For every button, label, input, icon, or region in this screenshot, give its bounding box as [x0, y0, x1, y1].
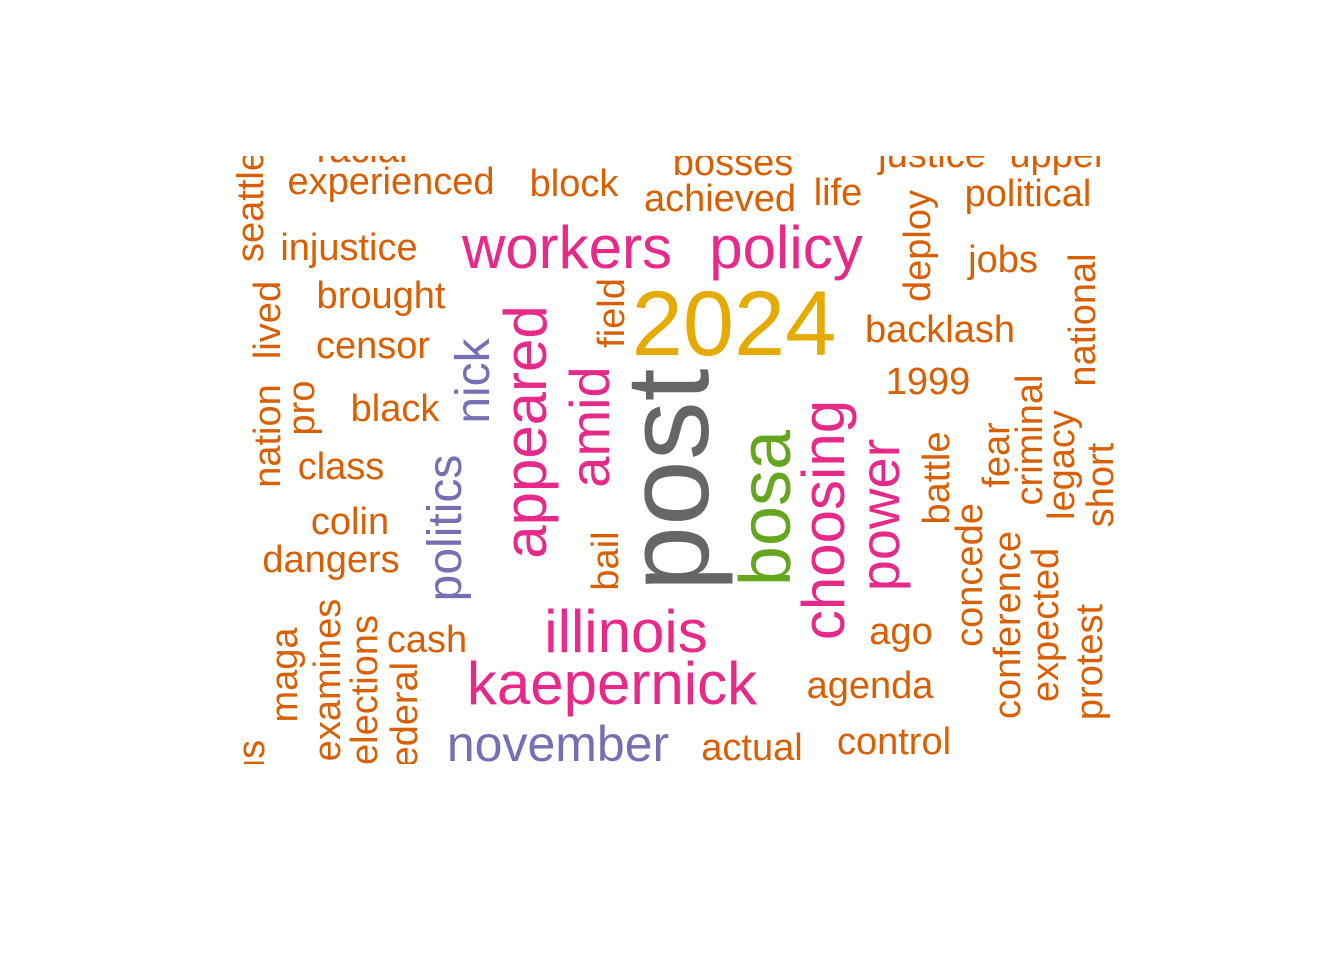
word-expected: expected [1025, 547, 1067, 703]
word-examines: examines [307, 598, 349, 762]
word-cash: cash [386, 619, 468, 661]
word-achieved: achieved [643, 178, 797, 220]
word-colin: colin [310, 501, 390, 543]
word-protest: protest [1069, 603, 1111, 721]
word-choosing: choosing [790, 399, 857, 641]
word-censor: censor [315, 325, 431, 367]
word-power: power [848, 438, 911, 592]
word-conference: conference [987, 530, 1029, 720]
word-workers: workers [461, 214, 673, 281]
word-lived: lived [247, 280, 289, 360]
word-deploy: deploy [897, 190, 939, 302]
word-life: life [813, 172, 863, 214]
word-black: black [350, 388, 440, 430]
word-block: block [529, 163, 619, 205]
word-national: national [1062, 253, 1104, 387]
word-concede: concede [949, 503, 991, 647]
word-political: political [964, 173, 1092, 215]
word-legacy: legacy [1041, 410, 1083, 520]
word-brought: brought [316, 275, 446, 317]
word-seattle: seattle [236, 156, 272, 262]
word-federal: federal [384, 661, 426, 764]
word-maga: maga [264, 627, 306, 723]
word-2024: 2024 [631, 273, 837, 375]
word-policy: policy [709, 214, 863, 281]
word-justice: justice [878, 156, 986, 174]
word-experienced: experienced [287, 161, 495, 203]
word-us: us [236, 739, 273, 764]
word-control: control [836, 721, 952, 763]
word-backlash: backlash [865, 309, 1015, 351]
word-bosses: bosses [672, 156, 794, 184]
word-november: november [446, 716, 670, 764]
word-amid: amid [558, 366, 621, 488]
word-class: class [297, 446, 385, 488]
word-1999: 1999 [885, 361, 971, 403]
word-nick: nick [447, 338, 500, 424]
word-kaepernick: kaepernick [466, 650, 758, 717]
word-elections: elections [344, 615, 386, 764]
word-illinois: illinois [544, 598, 708, 665]
word-dangers: dangers [262, 539, 400, 581]
word-agenda: agenda [806, 665, 934, 707]
word-short: short [1080, 442, 1120, 528]
word-politics: politics [419, 454, 472, 602]
word-ago: ago [869, 611, 933, 653]
word-cloud: post 2024 bosa workers policy appeared kaepern… [236, 156, 1120, 764]
word-racial: racial [317, 156, 408, 169]
word-jobs: jobs [968, 239, 1038, 281]
word-bail: bail [585, 531, 627, 591]
word-injustice: injustice [280, 227, 418, 269]
word-fear: fear [976, 422, 1018, 488]
word-pro: pro [281, 380, 323, 436]
word-field: field [591, 278, 633, 348]
word-actual: actual [701, 727, 803, 764]
word-appeared: appeared [492, 305, 559, 559]
word-upper: upper [1009, 156, 1106, 174]
